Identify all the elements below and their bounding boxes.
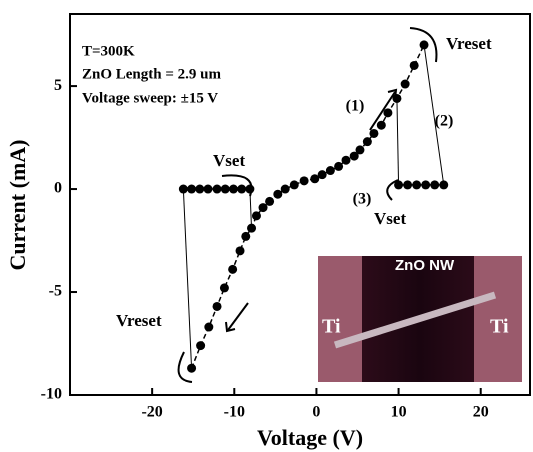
data-point [342, 156, 351, 165]
data-point [204, 185, 213, 194]
data-point [439, 180, 448, 189]
data-point [220, 283, 229, 292]
annotation: (3) [353, 191, 372, 208]
annotation: Voltage sweep: ±15 V [82, 90, 218, 106]
annotation: Vreset [446, 34, 492, 53]
x-tick-label: 10 [391, 404, 407, 421]
data-point [363, 137, 372, 146]
data-point [187, 185, 196, 194]
data-point [290, 180, 299, 189]
arrow [228, 303, 248, 330]
data-point [430, 180, 439, 189]
data-point [229, 185, 238, 194]
data-point [245, 185, 254, 194]
data-point [195, 185, 204, 194]
data-point [420, 40, 429, 49]
data-point [179, 185, 188, 194]
inset-title: ZnO NW [395, 257, 455, 274]
data-point [247, 224, 256, 233]
data-point [355, 145, 364, 154]
data-point [326, 166, 335, 175]
x-axis-label: Voltage (V) [257, 425, 363, 450]
data-point [204, 323, 213, 332]
annotation: Vset [213, 151, 245, 170]
data-point [410, 61, 419, 70]
data-point [236, 246, 245, 255]
x-tick-label: -20 [141, 404, 162, 421]
x-tick-label: 20 [473, 404, 489, 421]
data-point [369, 129, 378, 138]
transition-line [397, 98, 399, 184]
annotation: Vreset [116, 311, 162, 330]
data-point [252, 211, 261, 220]
data-point [392, 94, 401, 103]
data-point [334, 162, 343, 171]
annotation: T=300K [82, 43, 135, 59]
inset-label: Ti [490, 316, 509, 338]
data-point [228, 265, 237, 274]
annotation: (1) [346, 98, 365, 115]
data-point [273, 190, 282, 199]
data-point [237, 185, 246, 194]
y-tick-label: -5 [49, 283, 62, 300]
data-point [318, 170, 327, 179]
y-tick-label: 5 [54, 77, 62, 94]
y-axis-label: Current (mA) [5, 140, 30, 271]
inset: ZnO NW Ti Ti [318, 256, 522, 382]
y-tick-label: -10 [41, 386, 62, 403]
annotation: Vset [374, 209, 406, 228]
annotation: ZnO Length = 2.9 um [82, 66, 221, 82]
data-point [187, 364, 196, 373]
data-point [241, 232, 250, 241]
data-point [377, 121, 386, 130]
data-point [300, 176, 309, 185]
data-point [259, 203, 268, 212]
y-tick-label: 0 [54, 180, 62, 197]
x-tick-label: 0 [312, 404, 320, 421]
chart: ZnO NW Ti Ti Voltage (V) Current (mA) -2… [0, 0, 533, 452]
data-point [281, 185, 290, 194]
data-point [403, 180, 412, 189]
data-point [213, 302, 222, 311]
data-point [213, 185, 222, 194]
annotation: (2) [435, 113, 454, 130]
data-point [394, 180, 403, 189]
data-point [401, 80, 410, 89]
transition-line [183, 189, 191, 368]
data-point [421, 180, 430, 189]
data-point [265, 197, 274, 206]
data-point [383, 108, 392, 117]
data-point [221, 185, 230, 194]
inset-label: Ti [322, 316, 341, 338]
data-point [412, 180, 421, 189]
data-point [196, 341, 205, 350]
x-tick-label: -10 [224, 404, 245, 421]
